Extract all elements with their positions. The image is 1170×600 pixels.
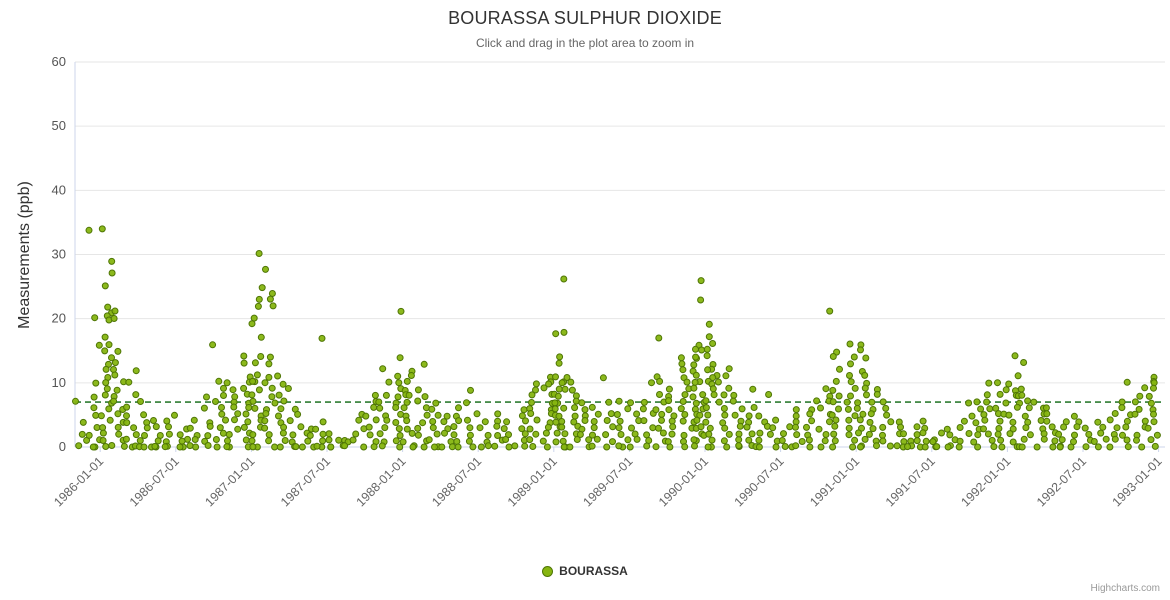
legend-item-bourassa[interactable]: BOURASSA xyxy=(0,564,1170,578)
legend-label: BOURASSA xyxy=(559,564,628,578)
svg-text:1988-01-01: 1988-01-01 xyxy=(354,454,409,509)
svg-text:1992-01-01: 1992-01-01 xyxy=(958,454,1013,509)
svg-text:30: 30 xyxy=(52,247,66,262)
chart-subtitle: Click and drag in the plot area to zoom … xyxy=(475,36,695,50)
svg-text:40: 40 xyxy=(52,182,66,197)
svg-text:1990-07-01: 1990-07-01 xyxy=(732,454,787,509)
svg-text:1987-01-01: 1987-01-01 xyxy=(202,454,257,509)
svg-text:1990-01-01: 1990-01-01 xyxy=(656,454,711,509)
y-axis-title: Measurements (ppb) xyxy=(16,181,33,329)
svg-text:1992-07-01: 1992-07-01 xyxy=(1034,454,1089,509)
svg-text:1991-01-01: 1991-01-01 xyxy=(807,454,862,509)
svg-text:50: 50 xyxy=(52,118,66,133)
svg-text:1989-07-01: 1989-07-01 xyxy=(580,454,635,509)
svg-text:1991-07-01: 1991-07-01 xyxy=(883,454,938,509)
svg-text:1988-07-01: 1988-07-01 xyxy=(429,454,484,509)
legend-marker-icon xyxy=(542,565,554,577)
highcharts-credit-link[interactable]: Highcharts.com xyxy=(1090,583,1160,594)
svg-text:1989-01-01: 1989-01-01 xyxy=(505,454,560,509)
svg-text:1993-01-01: 1993-01-01 xyxy=(1110,454,1165,509)
svg-text:60: 60 xyxy=(52,54,66,69)
svg-text:1986-07-01: 1986-07-01 xyxy=(127,454,182,509)
svg-text:1986-01-01: 1986-01-01 xyxy=(51,454,106,509)
svg-text:1987-07-01: 1987-07-01 xyxy=(278,454,333,509)
svg-text:20: 20 xyxy=(52,311,66,326)
svg-text:0: 0 xyxy=(59,439,66,454)
svg-text:10: 10 xyxy=(52,375,66,390)
chart-title: BOURASSA SULPHUR DIOXIDE xyxy=(448,8,722,28)
